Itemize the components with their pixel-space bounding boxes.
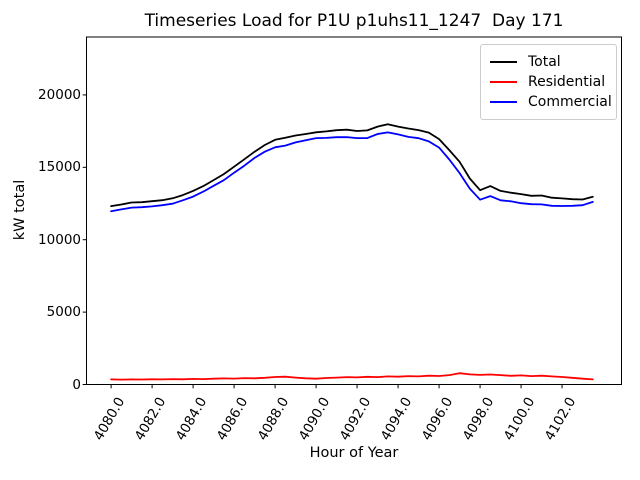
legend-swatch-total xyxy=(490,61,517,63)
axes-frame xyxy=(86,36,622,385)
legend-label-residential: Residential xyxy=(528,74,606,90)
legend-swatch-commercial xyxy=(490,101,517,103)
x-axis-label: Hour of Year xyxy=(309,445,399,461)
legend-row-residential: Residential xyxy=(490,72,607,92)
y-tick-label: 15000 xyxy=(38,159,81,176)
legend-row-total: Total xyxy=(490,52,607,72)
legend: Total Residential Commercial xyxy=(480,44,617,120)
chart-title: Timeseries Load for P1U p1uhs11_1247 Day… xyxy=(144,11,564,31)
y-tick-label: 20000 xyxy=(38,86,81,103)
legend-label-total: Total xyxy=(528,54,561,70)
series-line-residential xyxy=(110,372,594,381)
y-tick-label: 0 xyxy=(72,376,81,393)
series-line-total xyxy=(110,123,594,208)
series-line-commercial xyxy=(110,131,594,213)
legend-row-commercial: Commercial xyxy=(490,92,612,112)
y-tick-label: 5000 xyxy=(46,304,81,321)
y-axis-label: kW total xyxy=(12,179,28,241)
legend-swatch-residential xyxy=(490,81,517,83)
y-tick-label: 10000 xyxy=(38,231,81,248)
legend-label-commercial: Commercial xyxy=(528,94,612,110)
